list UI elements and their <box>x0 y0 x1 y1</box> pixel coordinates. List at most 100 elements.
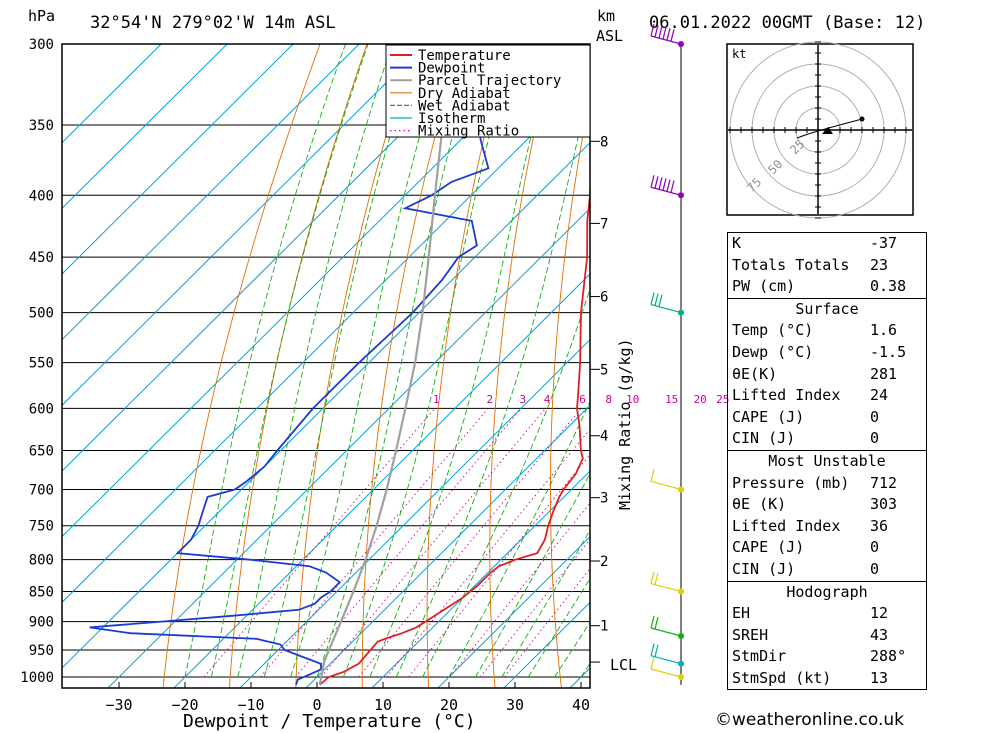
legend-label: Dry Adiabat <box>418 86 511 102</box>
isotherm-line <box>437 535 590 688</box>
most-unstable-title: Most Unstable <box>768 451 886 470</box>
wind-barb <box>650 23 682 45</box>
wind-barb-shaft <box>650 668 682 678</box>
wet-adiabat-line <box>342 44 514 678</box>
pressure-tick-label: 900 <box>29 615 54 631</box>
hodograph-unit-label: kt <box>732 47 746 61</box>
height-tick-label: 8 <box>600 134 608 150</box>
mixing-ratio-label: 10 <box>626 393 639 406</box>
isotherm-line <box>239 338 590 688</box>
isotherm-line <box>62 141 590 669</box>
pressure-tick-label: 800 <box>29 553 54 569</box>
wet-adiabat-line <box>184 44 346 678</box>
legend-label: Parcel Trajectory <box>418 73 561 89</box>
wind-barb <box>650 656 682 678</box>
isotherm-line <box>62 44 228 210</box>
surface-row: Temp (°C) 1.6 <box>732 321 898 340</box>
height-asl-label: ASL <box>596 27 623 45</box>
wind-barb-feather <box>658 25 663 39</box>
isotherm-line <box>305 404 590 688</box>
most-unstable-box: Most Unstable Pressure (mb) 712 θE (K) 303… <box>727 449 927 582</box>
wind-barb-feather <box>658 177 663 190</box>
wind-barb-feather <box>650 615 655 629</box>
height-unit-label: km <box>597 7 615 25</box>
wind-barb-feather <box>654 572 659 585</box>
isotherm-line <box>107 207 590 688</box>
surface-row: Lifted Index 24 <box>732 386 889 405</box>
index-row-k: K -37 <box>732 234 898 252</box>
pressure-tick-label: 550 <box>29 356 54 372</box>
wet-adiabat-line <box>475 472 590 678</box>
wet-adiabat-line <box>210 44 369 678</box>
isotherm-line <box>62 44 360 341</box>
isotherm-line <box>62 44 162 144</box>
mixing-ratio-label: 3 <box>520 393 527 406</box>
pressure-tick-label: 600 <box>29 401 54 417</box>
wind-barb-feather <box>654 24 659 38</box>
wet-adiabat-line <box>422 287 590 678</box>
pressure-tick-label: 350 <box>29 118 54 134</box>
plot-frame <box>61 43 591 689</box>
mixing-ratio-line <box>408 453 590 678</box>
wet-adiabat-line <box>527 577 590 678</box>
hodograph-row: StmDir 288° <box>732 647 907 666</box>
x-tick-label: −30 <box>105 696 132 714</box>
wind-barb-shaft <box>650 303 682 314</box>
surface-box: Surface Temp (°C) 1.6 Dewp (°C) -1.5 θE(K)… <box>727 297 927 451</box>
indices-panel: K -37 Totals Totals 23 PW (cm) 0.38 Surface… <box>727 232 927 691</box>
dry-adiabat-line <box>229 44 368 688</box>
mixing-ratio-label: 20 <box>694 393 707 406</box>
isotherm-line <box>173 273 590 688</box>
wet-adiabat-line <box>501 529 590 678</box>
mixing-ratio-label: 25 <box>716 393 729 406</box>
wind-barb-feather <box>650 469 655 482</box>
height-tick-label: 2 <box>600 554 608 570</box>
mixing-ratio-label: 6 <box>579 393 586 406</box>
wind-barb-feather <box>650 643 655 656</box>
wind-barb-feather <box>662 178 667 191</box>
legend-label: Isotherm <box>418 111 485 127</box>
wind-barb-feather <box>670 180 675 193</box>
wind-barb-shaft <box>650 627 682 637</box>
hodograph-indices-box: Hodograph EH 12 SREH 43 StmDir 288° StmSpd … <box>727 580 927 691</box>
pressure-tick-label: 750 <box>29 519 54 535</box>
wind-barb-shaft <box>650 655 682 665</box>
pressure-tick-label: 850 <box>29 585 54 601</box>
hodograph-end-point <box>859 116 865 122</box>
temperature-line <box>319 172 590 686</box>
x-tick-label: 10 <box>374 696 392 714</box>
legend-label: Temperature <box>418 48 511 64</box>
dry-adiabat-line <box>975 0 1000 703</box>
x-tick-label: −20 <box>171 696 198 714</box>
wind-barb-shaft <box>650 480 682 491</box>
wind-barb-feather <box>650 656 655 670</box>
height-tick-label: 1 <box>600 619 608 635</box>
credit-link[interactable]: ©weatheronline.co.uk <box>715 710 905 730</box>
wind-barb <box>650 615 682 637</box>
surface-row: θE(K) 281 <box>732 364 898 383</box>
hodograph-row: StmSpd (kt) 13 <box>732 668 889 687</box>
surface-row: CAPE (J) 0 <box>732 407 880 426</box>
dry-adiabat-line <box>550 94 590 688</box>
index-row-totals: Totals Totals 23 <box>732 255 889 274</box>
pressure-tick-label: 650 <box>29 444 54 460</box>
hodograph-row: SREH 43 <box>732 625 889 644</box>
wind-barb-feather <box>650 571 655 584</box>
wet-adiabat-line <box>263 44 419 678</box>
hodograph-row: EH 12 <box>732 604 889 623</box>
dry-adiabat-line <box>361 44 461 688</box>
legend-label: Dewpoint <box>418 61 485 77</box>
dry-adiabat-line <box>295 44 415 688</box>
general-indices-box: K -37 Totals Totals 23 PW (cm) 0.38 <box>727 232 927 299</box>
pressure-tick-label: 400 <box>29 188 54 204</box>
hodograph-trace <box>796 118 863 139</box>
dry-adiabat-line <box>666 0 712 703</box>
height-tick-label: 7 <box>600 216 608 232</box>
mixing-ratio-label: 15 <box>665 393 678 406</box>
isotherm-line <box>371 470 590 688</box>
surface-row: Dewp (°C) -1.5 <box>732 342 907 361</box>
x-tick-label: 40 <box>572 696 590 714</box>
wind-barb-shaft <box>650 582 682 593</box>
mixing-ratio-line <box>449 502 590 678</box>
